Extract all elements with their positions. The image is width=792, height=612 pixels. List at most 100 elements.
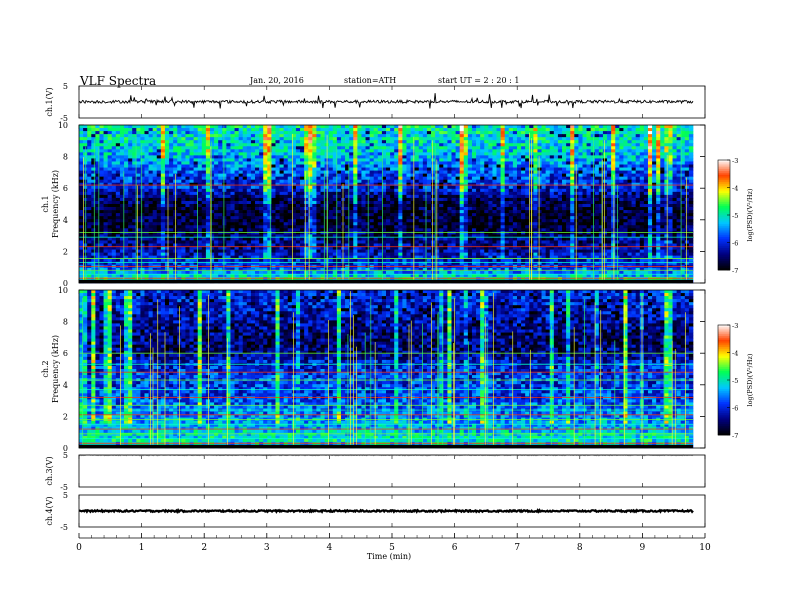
spectrogram-cell — [676, 197, 682, 202]
spectrogram-cell — [582, 179, 587, 184]
spectrogram-cell — [246, 149, 252, 153]
spectrogram-cell — [271, 161, 276, 165]
spectrogram-cell — [590, 188, 596, 193]
spectrogram-cell — [177, 143, 182, 147]
spectrogram-cell — [598, 219, 604, 223]
spectrogram-cell — [451, 140, 456, 144]
spectrogram-cell — [205, 125, 211, 129]
spectrogram-cell — [394, 149, 399, 153]
spectrogram-cell — [357, 158, 362, 162]
spectrogram-cell — [602, 125, 608, 129]
spectrogram-cell — [607, 216, 612, 220]
spectrogram-cell — [431, 164, 436, 168]
spectrogram-cell — [549, 125, 555, 129]
spectrogram-cell — [87, 134, 92, 138]
spectrogram-cell — [557, 140, 563, 144]
spectrogram-cell — [484, 204, 489, 208]
spectrogram-cell — [656, 158, 661, 162]
spectrogram-cell — [234, 161, 239, 165]
spectrogram-cell — [516, 213, 522, 217]
spectrogram-cell — [308, 137, 313, 141]
spectrogram-cell — [467, 185, 473, 190]
spectrogram-cell — [218, 176, 223, 181]
spectrogram-cell — [107, 207, 113, 211]
spectrogram-cell — [152, 179, 158, 184]
spectrogram-cell — [611, 152, 616, 156]
spectrogram-cell — [611, 131, 616, 135]
spectrogram-cell — [512, 143, 518, 147]
spectrogram-cell — [598, 149, 604, 153]
spectrogram-cell — [197, 152, 203, 156]
spectrogram-cell — [189, 182, 194, 187]
spectrogram-cell — [373, 176, 379, 181]
spectrogram-cell — [287, 200, 293, 205]
spectrogram-cell — [136, 191, 141, 196]
spectrogram-cell — [287, 210, 293, 214]
spectrogram-cell — [668, 176, 673, 181]
spectrogram-cell — [443, 167, 448, 171]
spectrogram-cell — [103, 149, 108, 153]
spectrogram-cell — [668, 210, 673, 214]
spectrogram-cell — [664, 149, 669, 153]
spectrogram-cell — [156, 207, 162, 211]
spectrogram-cell — [124, 164, 129, 168]
spectrogram-cell — [328, 210, 334, 214]
spectrogram-cell — [451, 185, 456, 190]
spectrogram-cell — [443, 170, 448, 174]
spectrogram-cell — [193, 213, 199, 217]
spectrogram-cell — [111, 152, 117, 156]
spectrogram-cell — [525, 219, 530, 223]
spectrogram-cell — [169, 155, 174, 159]
spectrogram-cell — [95, 197, 100, 202]
spectrogram-cell — [300, 140, 305, 144]
spectrogram-cell — [353, 194, 358, 199]
spectrogram-cell — [476, 128, 481, 132]
spectrogram-cell — [443, 158, 448, 162]
spectrogram-cell — [312, 179, 317, 184]
spectrogram-cell — [332, 207, 338, 211]
spectrogram-cell — [144, 131, 149, 135]
spectrogram-cell — [512, 185, 518, 190]
spectrogram-cell — [410, 176, 415, 181]
spectrogram-cell — [148, 125, 154, 129]
spectrogram-cell — [107, 131, 113, 135]
spectrogram-cell — [263, 164, 268, 168]
spectrogram-cell — [205, 164, 211, 168]
spectrogram-cell — [410, 213, 415, 217]
spectrogram-cell — [508, 216, 514, 220]
spectrogram-cell — [238, 140, 244, 144]
spectrogram-cell — [185, 197, 190, 202]
spectrogram-cell — [312, 161, 317, 165]
spectrogram-cell — [455, 131, 461, 135]
spectrogram-cell — [402, 200, 407, 205]
spectrogram-cell — [295, 170, 301, 174]
spectrogram-cell — [373, 191, 379, 196]
spectrogram-cell — [598, 188, 604, 193]
spectrogram-cell — [582, 143, 587, 147]
spectrogram-cell — [426, 137, 432, 141]
spectrogram-cell — [627, 200, 632, 205]
spectrogram-cell — [439, 204, 444, 208]
spectrogram-cell — [418, 176, 424, 181]
spectrogram-cell — [197, 140, 203, 144]
spectrogram-cell — [598, 185, 604, 190]
spectrogram-cell — [111, 161, 117, 165]
spectrogram-cell — [402, 164, 407, 168]
spectrogram-cell — [173, 161, 178, 165]
spectrogram-cell — [218, 197, 223, 202]
spectrogram-cell — [459, 134, 465, 138]
spectrogram-cell — [111, 197, 117, 202]
spectrogram-cell — [238, 210, 244, 214]
spectrogram-cell — [103, 222, 108, 226]
spectrogram-cell — [377, 125, 383, 129]
spectrogram-cell — [226, 197, 231, 202]
spectrogram-cell — [336, 164, 342, 168]
spectrogram-cell — [402, 219, 407, 223]
spectrogram-cell — [369, 176, 375, 181]
spectrogram-cell — [668, 164, 673, 168]
spectrogram-cell — [635, 176, 641, 181]
spectrogram-cell — [201, 188, 207, 193]
spectrogram-cell — [185, 152, 190, 156]
spectrogram-cell — [238, 188, 244, 193]
spectrogram-cell — [124, 176, 129, 181]
